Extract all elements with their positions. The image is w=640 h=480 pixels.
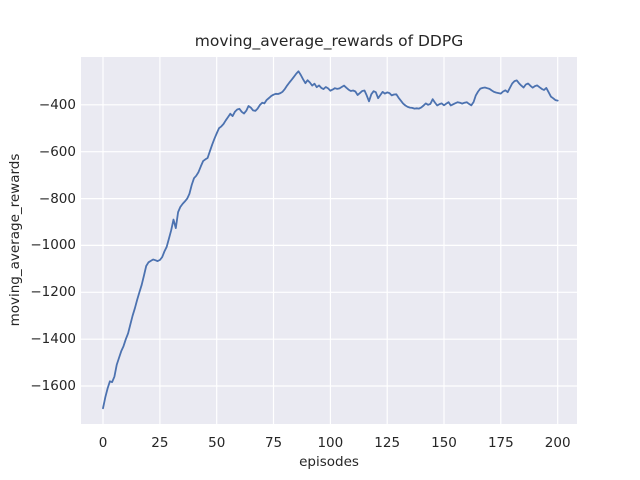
y-tick-label: −1000 [30, 237, 76, 254]
x-tick-label: 50 [208, 435, 226, 451]
x-tick-label: 100 [317, 435, 344, 451]
x-tick-label: 200 [544, 435, 571, 451]
y-tick-label: −800 [38, 190, 76, 207]
x-axis-label: episodes [299, 454, 359, 470]
x-tick-label: 125 [374, 435, 401, 451]
x-tick-label: 175 [487, 435, 514, 451]
x-tick-label: 0 [98, 435, 108, 451]
x-tick-label: 150 [431, 435, 457, 451]
y-tick-label: −600 [38, 143, 76, 160]
y-tick-label: −400 [38, 96, 76, 113]
x-tick-label: 75 [264, 435, 283, 451]
y-tick-label: −1200 [30, 284, 76, 301]
plot-area [81, 57, 577, 424]
y-tick-label: −1600 [30, 378, 76, 395]
line-chart [81, 57, 577, 424]
chart-title: moving_average_rewards of DDPG [194, 32, 464, 50]
series-line [102, 70, 559, 410]
x-tick-label: 25 [151, 435, 169, 451]
y-tick-label: −1400 [30, 331, 76, 348]
